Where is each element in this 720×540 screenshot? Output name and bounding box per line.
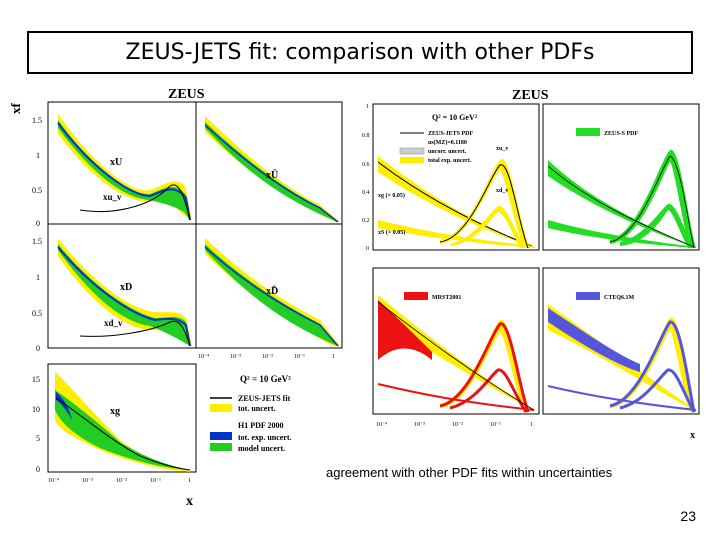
legend-2: H1 PDF 2000 <box>238 421 283 430</box>
ytick-mid-3: 0 <box>36 344 40 353</box>
left-q2-label: Q² = 10 GeV² <box>240 374 291 384</box>
legend-swatch-mrst <box>404 292 428 300</box>
right-xtick-0: 10⁻⁴ <box>376 422 387 428</box>
ytick-top-2: 0.5 <box>32 186 42 195</box>
left-figure-header: ZEUS <box>168 87 205 102</box>
legend-0: ZEUS-JETS fit <box>238 394 291 403</box>
panel-label-zeus-s: ZEUS-S PDF <box>604 131 639 137</box>
curve-label-xuv: xu_v <box>496 146 508 152</box>
right-panel-zeus-s-frame <box>542 103 700 251</box>
right-panel-cteq-frame <box>542 267 700 415</box>
legend-swatch-zeus-s <box>576 128 600 136</box>
xtick-bot-2: 10⁻² <box>116 478 127 484</box>
right-panel-mrst-frame <box>372 267 540 415</box>
right-main-curves <box>377 156 536 249</box>
legend-1: tot. uncert. <box>238 404 276 413</box>
ytick-bot-2: 5 <box>36 434 40 443</box>
xtick-mid-0: 10⁻⁴ <box>198 354 209 360</box>
xtick-bot-3: 10⁻¹ <box>150 478 161 484</box>
ytick-top-0: 1.5 <box>32 116 42 125</box>
xtick-bot-4: 1 <box>188 478 191 484</box>
left-y-axis-label: xf <box>8 103 23 115</box>
legend-swatch-3 <box>210 432 232 440</box>
right-legend-1: αs(MZ)=0.1180 <box>428 139 467 146</box>
label-xd: xD <box>120 282 132 293</box>
right-ytick-1: 0.8 <box>362 133 370 139</box>
right-q2-label: Q² = 10 GeV² <box>432 113 478 122</box>
label-xg: xg <box>110 406 120 417</box>
left-xd-bands <box>57 238 192 347</box>
left-legend: ZEUS-JETS fit tot. uncert. H1 PDF 2000 t… <box>210 394 292 453</box>
legend-swatch-cteq <box>576 292 600 300</box>
right-zeus-s-curves <box>547 149 696 249</box>
xtick-mid-1: 10⁻³ <box>230 354 241 360</box>
right-legend-3: total exp. uncert. <box>428 158 472 164</box>
ytick-mid-0: 1.5 <box>32 237 42 246</box>
left-xdbar-bands <box>204 238 340 347</box>
label-xubar: xŪ <box>266 169 278 181</box>
label-xdbar: xD̄ <box>266 285 278 297</box>
ytick-bot-3: 0 <box>36 465 40 474</box>
curve-label-xg: xg (× 0.05) <box>378 192 405 199</box>
right-ytick-0: 1 <box>366 104 369 110</box>
right-ytick-5: 0 <box>366 246 369 252</box>
panel-label-mrst: MRST2001 <box>432 295 461 301</box>
curve-label-xs: xS (× 0.05) <box>378 229 405 236</box>
right-ytick-3: 0.4 <box>362 190 370 196</box>
left-panel-xg-frame <box>47 363 197 473</box>
right-figure-header: ZEUS <box>512 88 549 103</box>
right-main-legend: ZEUS-JETS PDF αs(MZ)=0.1180 uncorr. unce… <box>399 131 474 164</box>
xtick-mid-3: 10⁻¹ <box>294 354 305 360</box>
ytick-mid-1: 1 <box>36 273 40 282</box>
caption-text: agreement with other PDF fits within unc… <box>326 465 613 480</box>
legend-swatch-uncorr <box>399 147 425 155</box>
xtick-bot-0: 10⁻⁴ <box>48 478 59 484</box>
legend-swatch-4 <box>210 443 232 451</box>
right-panel-main-frame <box>372 103 540 251</box>
legend-swatch-1 <box>210 404 232 412</box>
page-number: 23 <box>680 508 696 524</box>
ytick-bot-1: 10 <box>32 405 40 414</box>
slide-title: ZEUS-JETS fit: comparison with other PDF… <box>27 31 693 74</box>
legend-swatch-total <box>400 157 424 163</box>
ytick-bot-0: 15 <box>32 375 40 384</box>
right-ytick-4: 0.2 <box>362 218 370 224</box>
right-x-axis-label: x <box>690 430 695 441</box>
right-xtick-2: 10⁻² <box>452 422 463 428</box>
left-xu-bands <box>57 114 192 221</box>
left-x-axis-label: x <box>186 494 193 509</box>
xtick-bot-1: 10⁻³ <box>82 478 93 484</box>
right-legend-2: uncorr. uncert. <box>428 149 467 155</box>
left-xg-bands <box>55 372 191 472</box>
legend-4: model uncert. <box>238 444 285 453</box>
xtick-mid-4: 1 <box>332 354 335 360</box>
right-xtick-3: 10⁻¹ <box>490 422 501 428</box>
ytick-mid-2: 0.5 <box>32 309 42 318</box>
label-xu: xU <box>110 157 122 168</box>
legend-3: tot. exp. uncert. <box>238 433 292 442</box>
curve-label-xdv: xd_v <box>496 188 508 194</box>
label-xdv: xd_v <box>104 318 123 328</box>
right-xtick-4: 1 <box>530 422 533 428</box>
right-xtick-1: 10⁻³ <box>414 422 425 428</box>
right-legend-0: ZEUS-JETS PDF <box>428 131 474 137</box>
xtick-mid-2: 10⁻² <box>262 354 273 360</box>
label-xuv: xu_v <box>103 192 122 202</box>
ytick-top-3: 0 <box>36 219 40 228</box>
panel-label-cteq: CTEQ6.1M <box>604 295 635 301</box>
right-ytick-2: 0.6 <box>362 162 370 168</box>
right-mrst-curves <box>377 295 536 413</box>
left-panel-xdbar-frame <box>195 223 343 349</box>
left-xubar-bands <box>204 116 340 223</box>
ytick-top-1: 1 <box>36 151 40 160</box>
right-cteq-curves <box>547 304 697 413</box>
